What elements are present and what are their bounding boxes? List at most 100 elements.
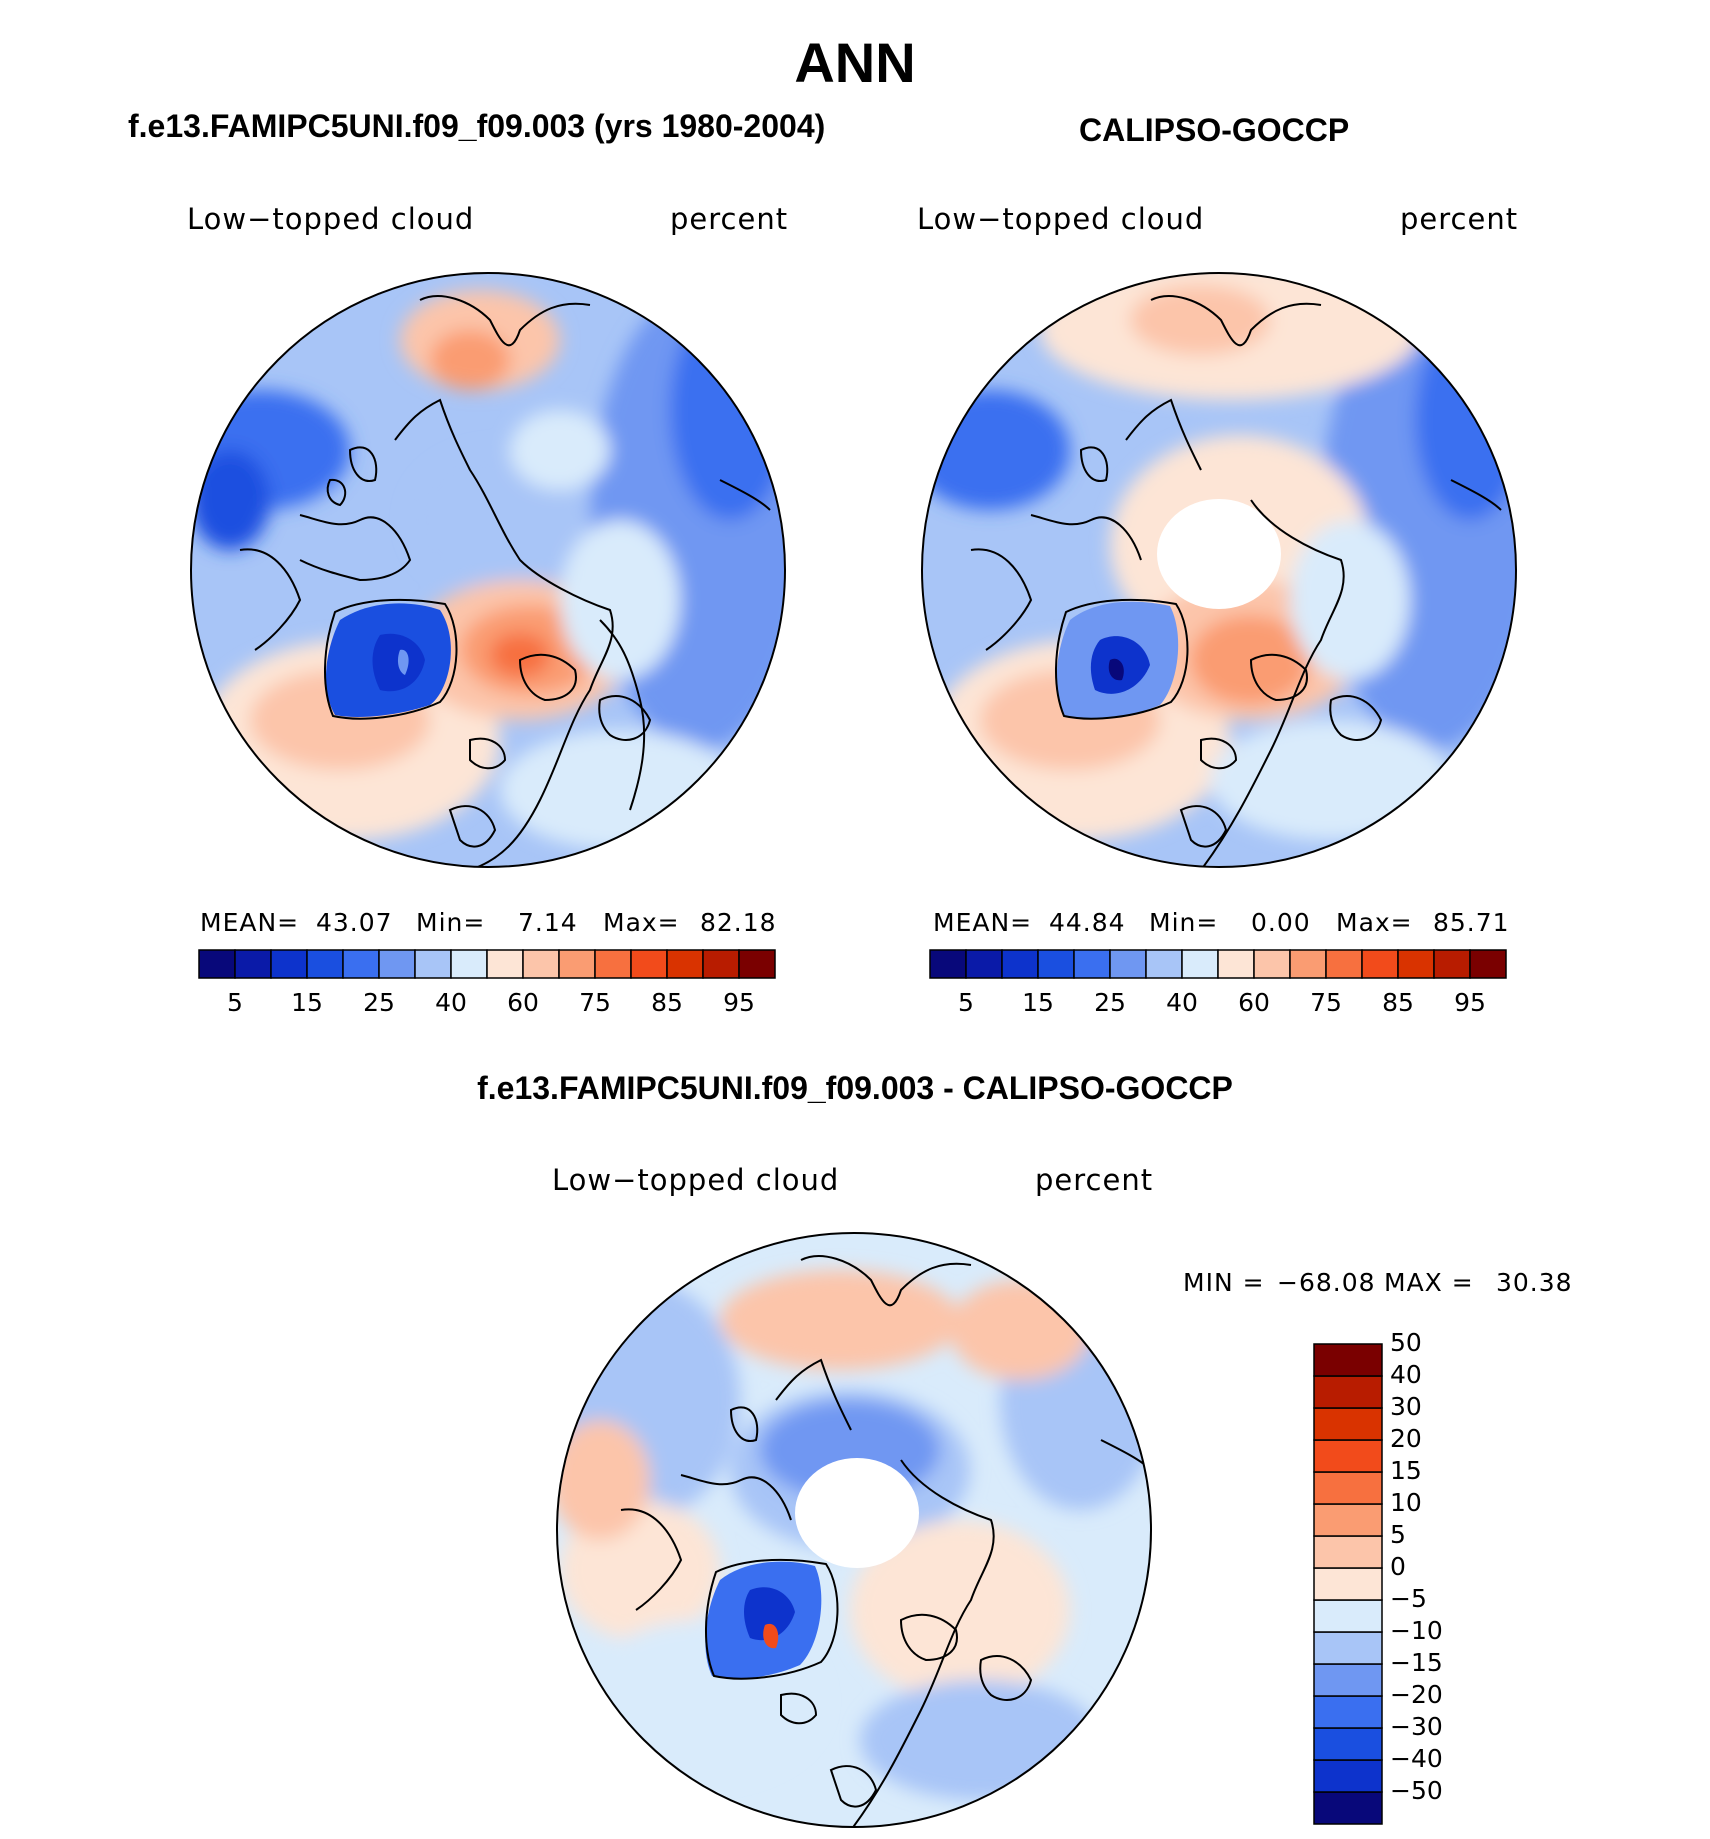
- colorbar-3-swatch: [1313, 1407, 1383, 1441]
- colorbar-3-tick-label: −30: [1390, 1712, 1443, 1741]
- colorbar-3-tick-label: 10: [1390, 1488, 1422, 1517]
- colorbar-3-swatch: [1313, 1695, 1383, 1729]
- colorbar-2: [929, 949, 1507, 979]
- panel-2-max-label: Max=: [1336, 908, 1413, 937]
- colorbar-1-swatch: [486, 949, 524, 979]
- map-1-field: [191, 273, 785, 867]
- colorbar-3-tick-label: −40: [1390, 1744, 1443, 1773]
- panel-2-min-value: 0.00: [1251, 908, 1311, 937]
- colorbar-1-tick-label: 25: [363, 988, 395, 1017]
- panel-1-units-label: percent: [670, 202, 789, 236]
- colorbar-2-swatch: [1361, 949, 1399, 979]
- colorbar-2-swatch: [1217, 949, 1255, 979]
- colorbar-3-tick-label: −10: [1390, 1616, 1443, 1645]
- colorbar-1-tick-label: 15: [291, 988, 323, 1017]
- colorbar-1-swatch: [234, 949, 272, 979]
- panel-1-mean-value: 43.07: [316, 908, 393, 937]
- colorbar-3-swatch: [1313, 1727, 1383, 1761]
- colorbar-1-tick-label: 75: [579, 988, 611, 1017]
- colorbar-3-swatch: [1313, 1375, 1383, 1409]
- map-3-coastlines: [620, 1255, 1151, 1827]
- colorbar-3-swatch: [1313, 1759, 1383, 1793]
- colorbar-2-swatch: [1433, 949, 1471, 979]
- panel-3-units-label: percent: [1035, 1163, 1154, 1197]
- colorbar-3-swatch: [1313, 1471, 1383, 1505]
- colorbar-1-tick-label: 60: [507, 988, 539, 1017]
- panel-1-min-label: Min=: [416, 908, 486, 937]
- colorbar-3-tick-label: 50: [1390, 1328, 1422, 1357]
- map-1-border: [190, 272, 786, 868]
- colorbar-2-tick-label: 85: [1382, 988, 1414, 1017]
- colorbar-2-swatch: [1037, 949, 1075, 979]
- panel-3-title: f.e13.FAMIPC5UNI.f09_f09.003 - CALIPSO-G…: [477, 1070, 1233, 1106]
- colorbar-3-tick-label: 5: [1390, 1520, 1406, 1549]
- panel-3-min-label: MIN =: [1183, 1268, 1265, 1297]
- colorbar-1-swatch: [522, 949, 560, 979]
- colorbar-1-swatch: [270, 949, 308, 979]
- colorbar-2-swatch: [1073, 949, 1111, 979]
- colorbar-2-tick-label: 95: [1454, 988, 1486, 1017]
- map-3-border: [556, 1232, 1152, 1828]
- main-title: ANN: [794, 31, 916, 94]
- colorbar-2-tick-label: 25: [1094, 988, 1126, 1017]
- colorbar-2-tick-label: 75: [1310, 988, 1342, 1017]
- map-1-coastlines: [239, 295, 771, 867]
- panel-1-max-value: 82.18: [700, 908, 777, 937]
- colorbar-2-swatch: [1469, 949, 1507, 979]
- colorbar-1-swatch: [738, 949, 776, 979]
- panel-2-max-value: 85.71: [1433, 908, 1510, 937]
- colorbar-3-tick-label: 20: [1390, 1424, 1422, 1453]
- colorbar-2-swatch: [1253, 949, 1291, 979]
- panel-2-mean-label: MEAN=: [933, 908, 1033, 937]
- colorbar-2-tick-label: 60: [1238, 988, 1270, 1017]
- colorbar-3-tick-label: 30: [1390, 1392, 1422, 1421]
- colorbar-3-swatch: [1313, 1567, 1383, 1601]
- colorbar-3-tick-label: 15: [1390, 1456, 1422, 1485]
- map-2-border: [921, 272, 1517, 868]
- colorbar-3-tick-label: 0: [1390, 1552, 1406, 1581]
- colorbar-1-swatch: [594, 949, 632, 979]
- colorbar-1-tick-label: 5: [227, 988, 243, 1017]
- panel-3-min-value: −68.08: [1277, 1268, 1376, 1297]
- colorbar-2-swatch: [1289, 949, 1327, 979]
- panel-1-mean-label: MEAN=: [200, 908, 300, 937]
- colorbar-2-swatch: [1325, 949, 1363, 979]
- panel-2-min-label: Min=: [1149, 908, 1219, 937]
- colorbar-2-swatch: [965, 949, 1003, 979]
- colorbar-1-swatch: [558, 949, 596, 979]
- colorbar-3-swatch: [1313, 1631, 1383, 1665]
- colorbar-3-swatch: [1313, 1503, 1383, 1537]
- colorbar-3-swatch: [1313, 1599, 1383, 1633]
- colorbar-3-swatch: [1313, 1439, 1383, 1473]
- colorbar-3-swatch: [1313, 1791, 1383, 1825]
- colorbar-3: [1313, 1343, 1383, 1825]
- colorbar-3-swatch: [1313, 1535, 1383, 1569]
- panel-1-min-value: 7.14: [518, 908, 578, 937]
- panel-2-units-label: percent: [1400, 202, 1519, 236]
- panel-1-title: f.e13.FAMIPC5UNI.f09_f09.003 (yrs 1980-2…: [128, 108, 826, 144]
- colorbar-2-tick-label: 15: [1022, 988, 1054, 1017]
- panel-3-variable-label: Low−topped cloud: [552, 1163, 840, 1197]
- colorbar-2-swatch: [1001, 949, 1039, 979]
- map-2-coastlines: [970, 295, 1502, 867]
- panel-2-mean-value: 44.84: [1049, 908, 1126, 937]
- colorbar-1-swatch: [414, 949, 452, 979]
- colorbar-1-swatch: [306, 949, 344, 979]
- colorbar-2-swatch: [929, 949, 967, 979]
- colorbar-3-tick-label: −20: [1390, 1680, 1443, 1709]
- colorbar-1-tick-label: 40: [435, 988, 467, 1017]
- colorbar-1-swatch: [666, 949, 704, 979]
- colorbar-2-swatch: [1397, 949, 1435, 979]
- colorbar-3-tick-label: −5: [1390, 1584, 1427, 1613]
- colorbar-3-tick-label: 40: [1390, 1360, 1422, 1389]
- colorbar-1-swatch: [378, 949, 416, 979]
- colorbar-1-tick-label: 85: [651, 988, 683, 1017]
- panel-1-variable-label: Low−topped cloud: [187, 202, 475, 236]
- colorbar-1-tick-label: 95: [723, 988, 755, 1017]
- colorbar-3-tick-label: −50: [1390, 1776, 1443, 1805]
- colorbar-1: [198, 949, 776, 979]
- map-2-field: [922, 273, 1516, 867]
- colorbar-2-swatch: [1109, 949, 1147, 979]
- colorbar-3-swatch: [1313, 1663, 1383, 1697]
- colorbar-1-swatch: [198, 949, 236, 979]
